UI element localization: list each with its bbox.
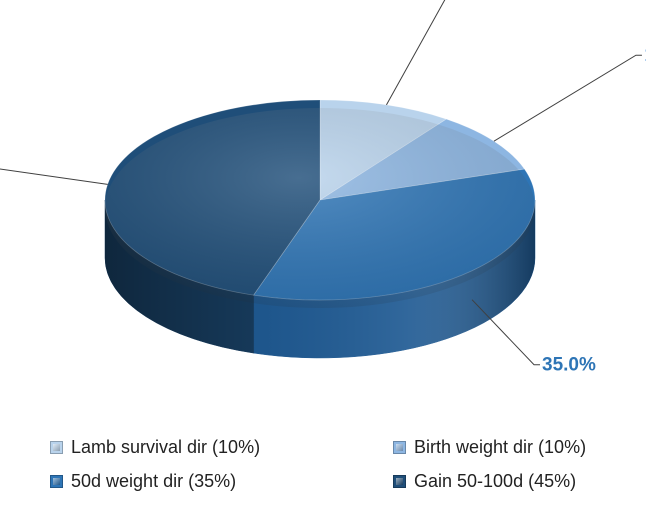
- leader-line-1: [493, 54, 642, 142]
- legend-swatch-50d-weight: [50, 475, 63, 488]
- leader-line-0: [386, 0, 446, 106]
- legend-label-50d-weight: 50d weight dir (35%): [71, 471, 237, 491]
- legend-swatch-lamb-survival: [50, 441, 63, 454]
- legend-label-gain-50-100d: Gain 50-100d (45%): [414, 471, 577, 491]
- legend-item-1: Birth weight dir (10%): [393, 437, 586, 458]
- data-label-1: 10.0%: [644, 45, 646, 66]
- legend-swatch-gain-50-100d: [393, 475, 406, 488]
- legend-label-lamb-survival: Lamb survival dir (10%): [71, 437, 261, 457]
- data-label-2: 35.0%: [542, 355, 596, 376]
- legend-swatch-birth-weight: [393, 441, 406, 454]
- leader-lines: [0, 0, 642, 366]
- leader-line-2: [471, 299, 541, 366]
- legend: Lamb survival dir (10%) Birth weight dir…: [0, 425, 646, 505]
- pie-tops: [104, 99, 536, 301]
- legend-label-birth-weight: Birth weight dir (10%): [414, 437, 587, 457]
- legend-item-3: Gain 50-100d (45%): [393, 471, 576, 492]
- leader-line-3: [0, 168, 108, 185]
- legend-item-0: Lamb survival dir (10%): [50, 437, 260, 458]
- data-labels: 10.0%10.0%35.0%45.0%: [542, 45, 646, 376]
- legend-item-2: 50d weight dir (35%): [50, 471, 236, 492]
- pie-side-shading: [105, 200, 535, 358]
